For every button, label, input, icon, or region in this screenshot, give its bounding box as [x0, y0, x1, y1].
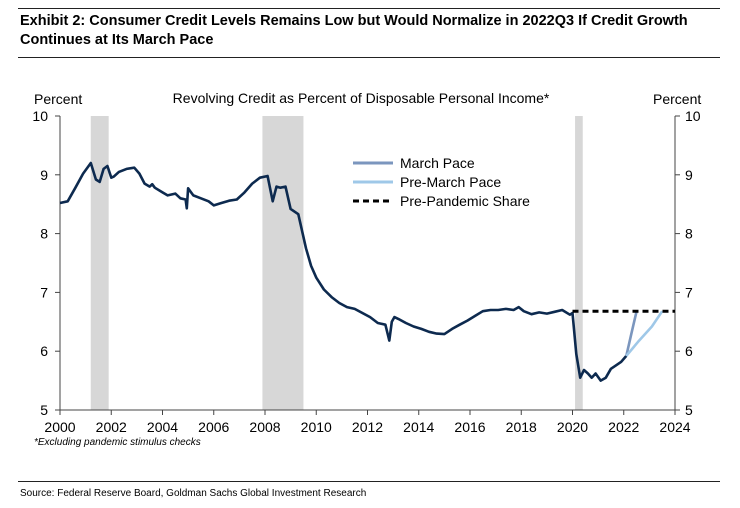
- y-axis-label-left: Percent: [34, 91, 82, 107]
- y-tick-label-left: 9: [40, 167, 48, 183]
- y-tick-label-left: 5: [40, 402, 48, 418]
- y-tick-label-right: 9: [685, 167, 693, 183]
- recession-band-2: [575, 116, 583, 410]
- recession-band-0: [90, 116, 109, 410]
- y-tick-label-left: 8: [40, 226, 48, 242]
- y-tick-label-right: 6: [685, 343, 693, 359]
- x-tick-label: 2016: [454, 419, 485, 435]
- x-tick-label: 2008: [249, 419, 280, 435]
- y-tick-label-right: 8: [685, 226, 693, 242]
- recession-band-1: [262, 116, 304, 410]
- series-lines: [59, 161, 675, 382]
- x-tick-label: 2012: [352, 419, 383, 435]
- line-chart: Revolving Credit as Percent of Disposabl…: [32, 90, 701, 435]
- legend-label: Pre-Pandemic Share: [400, 193, 530, 209]
- header-bottom-rule: [18, 57, 720, 58]
- source-note: Source: Federal Reserve Board, Goldman S…: [20, 488, 367, 499]
- recession-bands: [90, 116, 583, 410]
- x-tick-label: 2006: [198, 419, 229, 435]
- y-tick-label-left: 10: [32, 108, 48, 124]
- x-tick-label: 2002: [96, 419, 127, 435]
- x-tick-label: 2020: [557, 419, 588, 435]
- y-tick-label-left: 6: [40, 343, 48, 359]
- axes: 5 5 6 6 7 7 8 8 9 9 10 10 2000 2002 2004 2006 2008 2010 20…: [32, 108, 700, 435]
- y-tick-label-right: 10: [685, 108, 701, 124]
- legend: March Pace Pre-March Pace Pre-Pandemic Sha…: [353, 155, 530, 209]
- series-line-pre-march-pace: [625, 310, 664, 357]
- x-tick-label: 2018: [506, 419, 537, 435]
- series-line-revolving-credit: [59, 161, 628, 382]
- y-axis-label-right: Percent: [653, 91, 701, 107]
- x-tick-label: 2024: [659, 419, 690, 435]
- x-tick-label: 2022: [608, 419, 639, 435]
- x-tick-label: 2014: [403, 419, 434, 435]
- chart-title: Revolving Credit as Percent of Disposabl…: [173, 90, 550, 106]
- header-rule: [18, 8, 720, 9]
- y-tick-label-right: 5: [685, 402, 693, 418]
- x-tick-label: 2000: [44, 419, 75, 435]
- exhibit-title: Exhibit 2: Consumer Credit Levels Remain…: [20, 13, 688, 48]
- footnote: *Excluding pandemic stimulus checks: [34, 437, 201, 448]
- legend-label: March Pace: [400, 155, 475, 171]
- x-tick-label: 2010: [301, 419, 332, 435]
- y-tick-label-left: 7: [40, 284, 48, 300]
- series-line-march-pace: [625, 310, 638, 357]
- source-rule: [18, 481, 720, 482]
- y-tick-label-right: 7: [685, 284, 693, 300]
- legend-label: Pre-March Pace: [400, 174, 501, 190]
- x-tick-label: 2004: [147, 419, 178, 435]
